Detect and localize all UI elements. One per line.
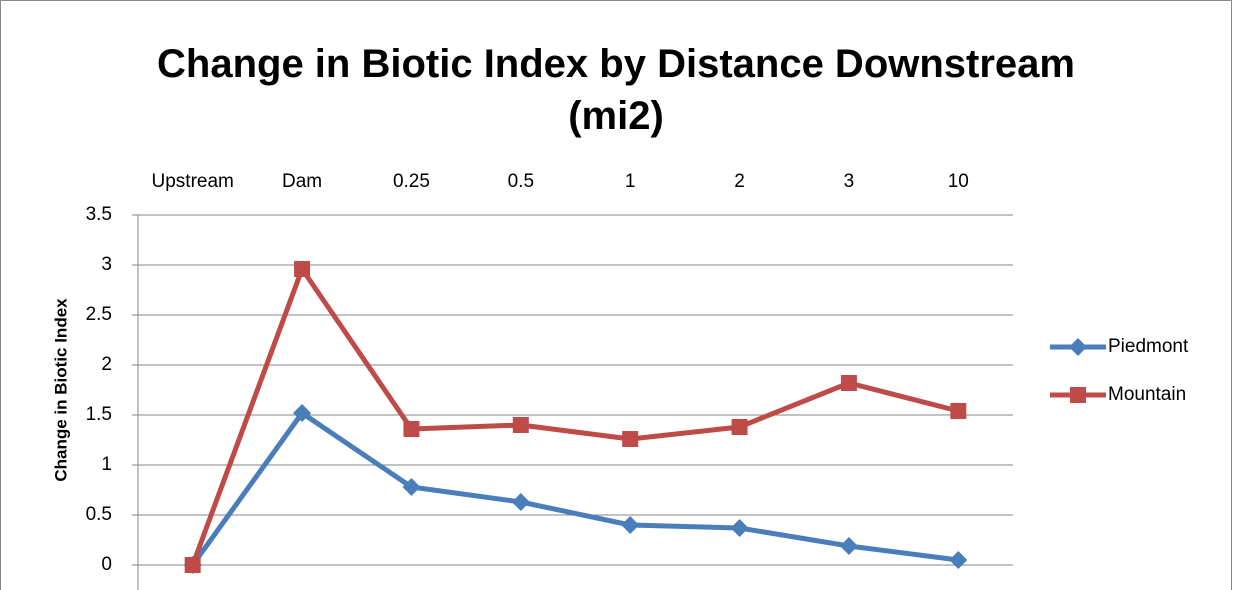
series-line xyxy=(190,410,959,567)
marker xyxy=(184,557,201,573)
x-tick-label: 2 xyxy=(734,171,745,192)
marker xyxy=(512,417,529,433)
x-tick-label: 10 xyxy=(948,171,969,192)
marker xyxy=(621,516,640,534)
legend-label: Mountain xyxy=(1108,384,1186,405)
x-tick-label: 3 xyxy=(844,171,855,192)
marker xyxy=(949,551,968,569)
marker xyxy=(403,421,420,437)
legend-label: Piedmont xyxy=(1108,336,1189,357)
y-tick-label: 2 xyxy=(101,354,112,375)
series-line xyxy=(190,266,959,566)
marker xyxy=(840,375,857,391)
y-tick-label: 1 xyxy=(101,454,112,475)
legend-marker xyxy=(1069,338,1087,356)
marker xyxy=(950,403,967,419)
x-tick-label: Upstream xyxy=(152,171,234,192)
legend-marker xyxy=(1070,387,1086,403)
marker xyxy=(839,537,858,555)
x-tick-label: 0.25 xyxy=(393,171,430,192)
y-tick-label: 0 xyxy=(101,554,112,575)
marker xyxy=(402,478,421,496)
x-tick-label: Dam xyxy=(282,171,322,192)
y-tick-label: 0.5 xyxy=(86,504,112,525)
y-tick-label: 3.5 xyxy=(86,204,112,225)
y-tick-label: 2.5 xyxy=(86,304,112,325)
marker xyxy=(294,261,311,277)
marker xyxy=(730,519,749,537)
marker xyxy=(731,419,748,435)
y-axis-label: Change in Biotic Index xyxy=(51,298,70,482)
x-tick-label: 0.5 xyxy=(508,171,534,192)
chart-title: Change in Biotic Index by Distance Downs… xyxy=(157,42,1075,138)
y-tick-label: 1.5 xyxy=(86,404,112,425)
x-tick-label: 1 xyxy=(625,171,636,192)
marker xyxy=(622,431,639,447)
y-tick-label: 3 xyxy=(101,254,112,275)
marker xyxy=(511,493,530,511)
marker xyxy=(293,404,312,422)
